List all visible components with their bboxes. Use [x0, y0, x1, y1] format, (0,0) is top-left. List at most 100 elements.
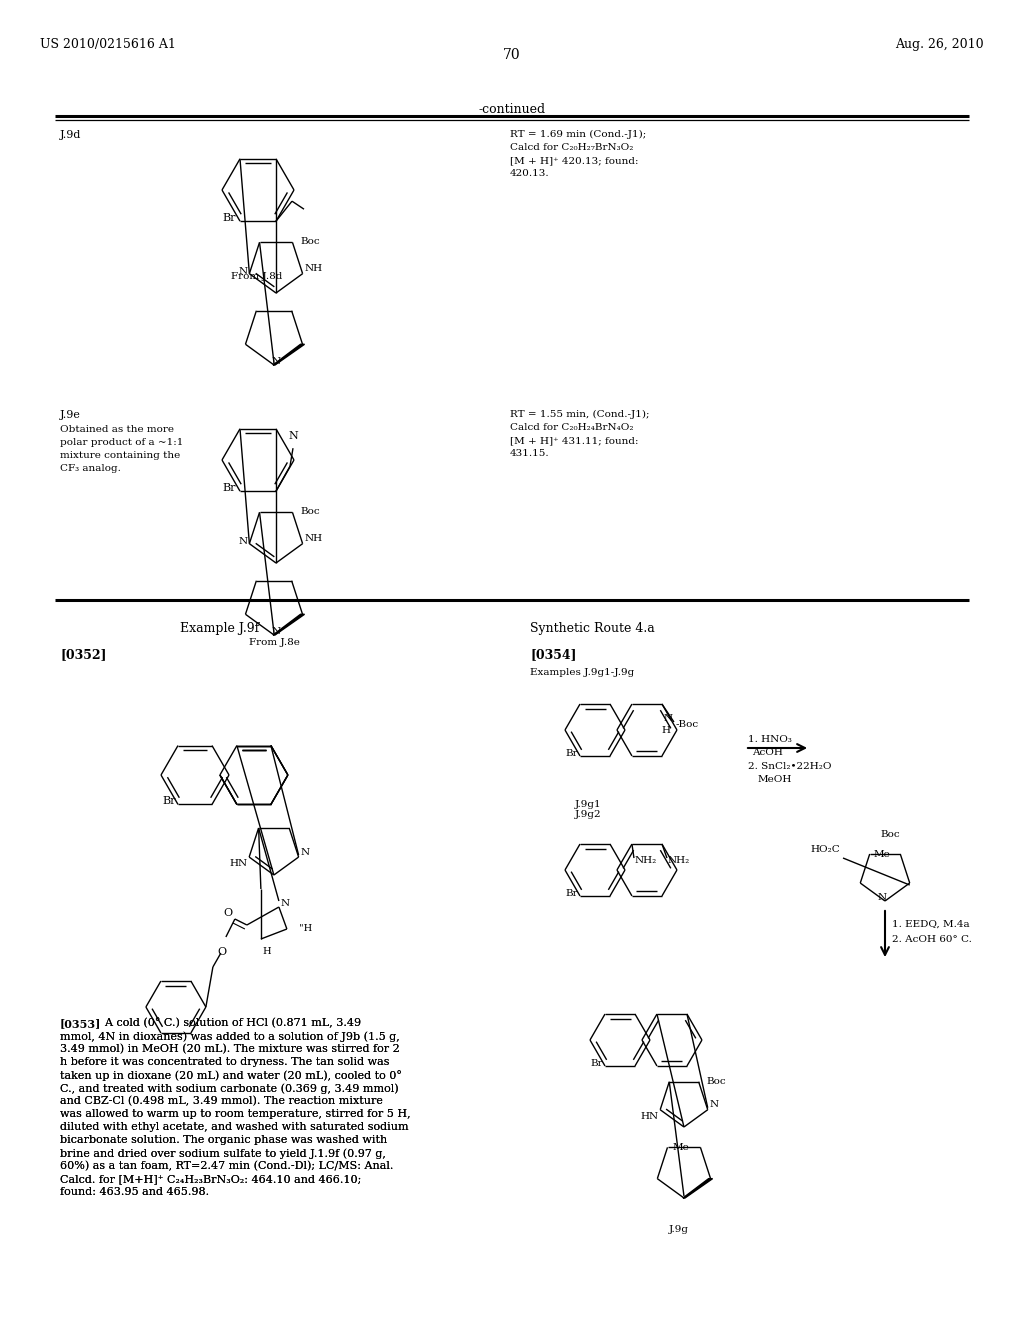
Text: 3.49 mmol) in MeOH (20 mL). The mixture was stirred for 2: 3.49 mmol) in MeOH (20 mL). The mixture … [60, 1044, 399, 1055]
Text: N: N [271, 356, 281, 366]
Text: 2. SnCl₂•22H₂O: 2. SnCl₂•22H₂O [748, 762, 831, 771]
Text: was allowed to warm up to room temperature, stirred for 5 H,: was allowed to warm up to room temperatu… [60, 1109, 411, 1119]
Text: H: H [662, 726, 671, 735]
Text: h before it was concentrated to dryness. The tan solid was: h before it was concentrated to dryness.… [60, 1057, 389, 1067]
Text: was allowed to warm up to room temperature, stirred for 5 H,: was allowed to warm up to room temperatu… [60, 1109, 411, 1119]
Text: found: 463.95 and 465.98.: found: 463.95 and 465.98. [60, 1187, 209, 1197]
Text: US 2010/0215616 A1: US 2010/0215616 A1 [40, 38, 176, 51]
Text: N: N [271, 627, 281, 636]
Text: Calcd. for [M+H]⁺ C₂₄H₂₃BrN₃O₂: 464.10 and 466.10;: Calcd. for [M+H]⁺ C₂₄H₂₃BrN₃O₂: 464.10 a… [60, 1173, 361, 1184]
Text: polar product of a ~1:1: polar product of a ~1:1 [60, 438, 183, 447]
Text: AcOH: AcOH [752, 748, 783, 756]
Text: [M + H]⁺ 420.13; found:: [M + H]⁺ 420.13; found: [510, 156, 639, 165]
Text: CF₃ analog.: CF₃ analog. [60, 465, 121, 473]
Text: mmol, 4N in dioxanes) was added to a solution of J9b (1.5 g,: mmol, 4N in dioxanes) was added to a sol… [60, 1031, 399, 1041]
Text: "H: "H [299, 924, 312, 933]
Text: HO₂C: HO₂C [810, 845, 840, 854]
Text: N: N [878, 894, 887, 902]
Text: mmol, 4N in dioxanes) was added to a solution of J9b (1.5 g,: mmol, 4N in dioxanes) was added to a sol… [60, 1031, 399, 1041]
Text: Aug. 26, 2010: Aug. 26, 2010 [895, 38, 984, 51]
Text: -continued: -continued [478, 103, 546, 116]
Text: 2. AcOH 60° C.: 2. AcOH 60° C. [892, 935, 972, 944]
Polygon shape [273, 345, 304, 366]
Text: 3.49 mmol) in MeOH (20 mL). The mixture was stirred for 2: 3.49 mmol) in MeOH (20 mL). The mixture … [60, 1044, 399, 1055]
Text: RT = 1.55 min, (Cond.-J1);: RT = 1.55 min, (Cond.-J1); [510, 411, 649, 420]
Text: Br: Br [591, 1060, 603, 1068]
Text: and CBZ-Cl (0.498 mL, 3.49 mmol). The reaction mixture: and CBZ-Cl (0.498 mL, 3.49 mmol). The re… [60, 1096, 383, 1106]
Text: NH₂: NH₂ [668, 855, 690, 865]
Text: MeOH: MeOH [758, 775, 793, 784]
Text: Obtained as the more: Obtained as the more [60, 425, 174, 434]
Text: Examples J.9g1-J.9g: Examples J.9g1-J.9g [530, 668, 634, 677]
Text: J.9g2: J.9g2 [575, 810, 602, 818]
Text: Calcd. for [M+H]⁺ C₂₄H₂₃BrN₃O₂: 464.10 and 466.10;: Calcd. for [M+H]⁺ C₂₄H₂₃BrN₃O₂: 464.10 a… [60, 1173, 361, 1184]
Text: Calcd for C₂₀H₂₄BrN₄O₂: Calcd for C₂₀H₂₄BrN₄O₂ [510, 422, 634, 432]
Text: RT = 1.69 min (Cond.-J1);: RT = 1.69 min (Cond.-J1); [510, 129, 646, 139]
Text: J.9d: J.9d [60, 129, 81, 140]
Text: A cold (0° C.) solution of HCl (0.871 mL, 3.49: A cold (0° C.) solution of HCl (0.871 mL… [98, 1018, 361, 1028]
Text: N: N [301, 847, 309, 857]
Text: [0354]: [0354] [530, 648, 577, 661]
Text: diluted with ethyl acetate, and washed with saturated sodium: diluted with ethyl acetate, and washed w… [60, 1122, 409, 1133]
Text: h before it was concentrated to dryness. The tan solid was: h before it was concentrated to dryness.… [60, 1057, 389, 1067]
Text: N: N [239, 537, 248, 546]
Text: Me: Me [673, 1143, 689, 1152]
Text: 431.15.: 431.15. [510, 449, 550, 458]
Text: bicarbonate solution. The organic phase was washed with: bicarbonate solution. The organic phase … [60, 1135, 387, 1144]
Text: NH: NH [304, 535, 323, 543]
Text: taken up in dioxane (20 mL) and water (20 mL), cooled to 0°: taken up in dioxane (20 mL) and water (2… [60, 1071, 401, 1081]
Text: 60%) as a tan foam, RT=2.47 min (Cond.-Dl); LC/MS: Anal.: 60%) as a tan foam, RT=2.47 min (Cond.-D… [60, 1162, 393, 1171]
Text: Br: Br [565, 890, 578, 899]
Text: Calcd for C₂₀H₂₇BrN₃O₂: Calcd for C₂₀H₂₇BrN₃O₂ [510, 143, 634, 152]
Text: HN: HN [640, 1111, 658, 1121]
Text: Br: Br [565, 750, 578, 759]
Text: Synthetic Route 4.a: Synthetic Route 4.a [530, 622, 654, 635]
Text: found: 463.95 and 465.98.: found: 463.95 and 465.98. [60, 1187, 209, 1197]
Text: O: O [217, 946, 226, 957]
Text: C., and treated with sodium carbonate (0.369 g, 3.49 mmol): C., and treated with sodium carbonate (0… [60, 1082, 398, 1093]
Text: C., and treated with sodium carbonate (0.369 g, 3.49 mmol): C., and treated with sodium carbonate (0… [60, 1082, 398, 1093]
Text: Me: Me [873, 850, 891, 859]
Text: N: N [281, 899, 290, 908]
Text: N: N [664, 714, 673, 722]
Text: brine and dried over sodium sulfate to yield J.1.9f (0.97 g,: brine and dried over sodium sulfate to y… [60, 1148, 386, 1159]
Text: NH: NH [304, 264, 323, 273]
Text: A cold (0° C.) solution of HCl (0.871 mL, 3.49: A cold (0° C.) solution of HCl (0.871 mL… [98, 1018, 361, 1028]
Text: [0353]: [0353] [60, 1018, 101, 1030]
Text: 60%) as a tan foam, RT=2.47 min (Cond.-Dl); LC/MS: Anal.: 60%) as a tan foam, RT=2.47 min (Cond.-D… [60, 1162, 393, 1171]
Text: bicarbonate solution. The organic phase was washed with: bicarbonate solution. The organic phase … [60, 1135, 387, 1144]
Text: [0352]: [0352] [60, 648, 106, 661]
Text: -Boc: -Boc [676, 719, 699, 729]
Text: From J.8d: From J.8d [230, 272, 283, 281]
Text: 420.13.: 420.13. [510, 169, 550, 178]
Text: Example J.9f: Example J.9f [180, 622, 260, 635]
Text: and CBZ-Cl (0.498 mL, 3.49 mmol). The reaction mixture: and CBZ-Cl (0.498 mL, 3.49 mmol). The re… [60, 1096, 383, 1106]
Text: N: N [710, 1101, 719, 1109]
Text: Boc: Boc [707, 1077, 726, 1086]
Text: [M + H]⁺ 431.11; found:: [M + H]⁺ 431.11; found: [510, 436, 639, 445]
Text: N: N [239, 267, 248, 276]
Text: N: N [288, 432, 298, 441]
Text: From J.8e: From J.8e [249, 638, 299, 647]
Text: diluted with ethyl acetate, and washed with saturated sodium: diluted with ethyl acetate, and washed w… [60, 1122, 409, 1133]
Text: J.9e: J.9e [60, 411, 81, 420]
Polygon shape [683, 1179, 713, 1199]
Text: mixture containing the: mixture containing the [60, 451, 180, 459]
Text: brine and dried over sodium sulfate to yield J.1.9f (0.97 g,: brine and dried over sodium sulfate to y… [60, 1148, 386, 1159]
Text: 1. EEDQ, M.4a: 1. EEDQ, M.4a [892, 920, 970, 929]
Text: Boc: Boc [880, 830, 900, 840]
Text: taken up in dioxane (20 mL) and water (20 mL), cooled to 0°: taken up in dioxane (20 mL) and water (2… [60, 1071, 401, 1081]
Text: 1. HNO₃: 1. HNO₃ [748, 735, 792, 744]
Text: J.9g: J.9g [669, 1225, 689, 1234]
Text: O: O [224, 908, 232, 917]
Text: Boc: Boc [300, 507, 321, 516]
Text: NH₂: NH₂ [635, 855, 657, 865]
Text: 70: 70 [503, 48, 521, 62]
Text: Br: Br [222, 483, 236, 494]
Text: J.9g1: J.9g1 [575, 800, 602, 809]
Text: HN: HN [229, 859, 247, 869]
Polygon shape [273, 614, 304, 635]
Text: H: H [262, 946, 271, 956]
Text: Boc: Boc [300, 238, 321, 247]
Text: Br: Br [163, 796, 176, 807]
